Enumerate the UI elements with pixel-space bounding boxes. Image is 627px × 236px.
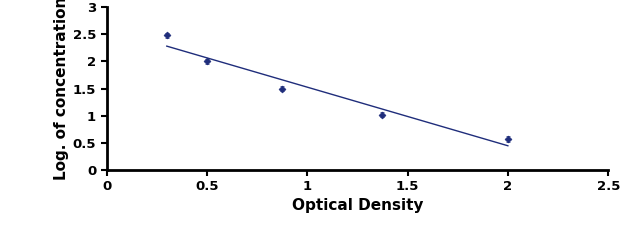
Y-axis label: Log. of concentration: Log. of concentration [53, 0, 68, 180]
X-axis label: Optical Density: Optical Density [292, 198, 423, 212]
